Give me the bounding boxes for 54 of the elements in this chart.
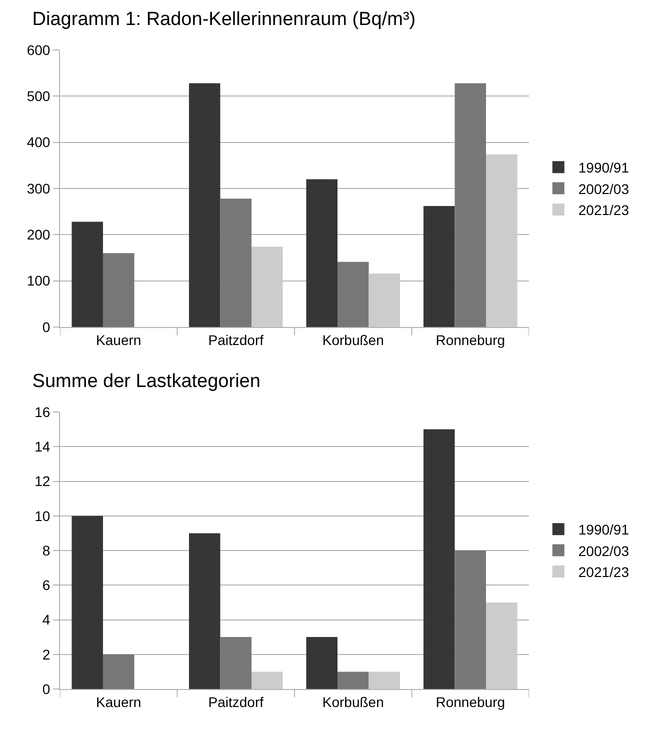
y-tick-label: 600 xyxy=(26,42,50,58)
y-tick-label: 100 xyxy=(26,272,50,289)
bar xyxy=(72,516,103,689)
y-tick-label: 10 xyxy=(34,508,50,524)
bar xyxy=(368,273,400,327)
bar xyxy=(252,246,283,327)
bar xyxy=(423,429,455,689)
x-tick-label: Paitzdorf xyxy=(208,694,264,710)
y-tick-label: 500 xyxy=(26,88,50,104)
bar xyxy=(252,672,283,689)
bar xyxy=(306,179,338,327)
y-tick-label: 8 xyxy=(42,542,50,558)
bar xyxy=(220,637,252,689)
bar xyxy=(306,637,338,689)
legend-label: 2002/03 xyxy=(578,542,630,559)
y-tick-label: 400 xyxy=(26,134,50,150)
y-tick-label: 16 xyxy=(34,404,50,420)
bar xyxy=(368,672,400,689)
bar xyxy=(337,672,369,689)
bar xyxy=(486,602,518,689)
bar xyxy=(337,262,369,327)
legend-label: 2021/23 xyxy=(578,564,630,580)
bar xyxy=(188,83,220,327)
legend-label: 1990/91 xyxy=(578,522,630,538)
bar xyxy=(454,83,486,327)
bar xyxy=(102,253,134,327)
y-tick-label: 6 xyxy=(42,577,50,594)
bar xyxy=(220,198,252,327)
chart-title: Summe der Lastkategorien xyxy=(32,371,260,392)
y-tick-label: 2 xyxy=(42,646,50,662)
y-tick-label: 0 xyxy=(42,680,50,697)
x-tick-label: Ronneburg xyxy=(436,332,506,348)
legend-label: 2021/23 xyxy=(578,202,630,218)
bar xyxy=(102,654,134,689)
legend-label: 2002/03 xyxy=(578,180,630,197)
bar xyxy=(188,533,220,689)
y-tick-label: 4 xyxy=(42,612,50,628)
x-tick-label: Korbußen xyxy=(322,694,384,710)
x-tick-label: Ronneburg xyxy=(436,694,506,710)
bar xyxy=(423,206,455,327)
x-tick-label: Kauern xyxy=(96,332,142,348)
legend-label: 1990/91 xyxy=(578,160,630,176)
y-tick-label: 0 xyxy=(42,318,50,335)
chart-title: Diagramm 1: Radon-Kellerinnenraum (Bq/m³) xyxy=(32,9,416,30)
y-tick-label: 12 xyxy=(34,473,50,490)
x-tick-label: Paitzdorf xyxy=(208,332,264,348)
x-tick-label: Korbußen xyxy=(322,332,384,348)
y-tick-label: 14 xyxy=(34,438,50,455)
bar xyxy=(486,154,518,327)
bar xyxy=(454,550,486,689)
y-tick-label: 300 xyxy=(26,180,50,196)
x-tick-label: Kauern xyxy=(96,694,142,710)
bar xyxy=(72,222,103,327)
y-tick-label: 200 xyxy=(26,226,50,243)
